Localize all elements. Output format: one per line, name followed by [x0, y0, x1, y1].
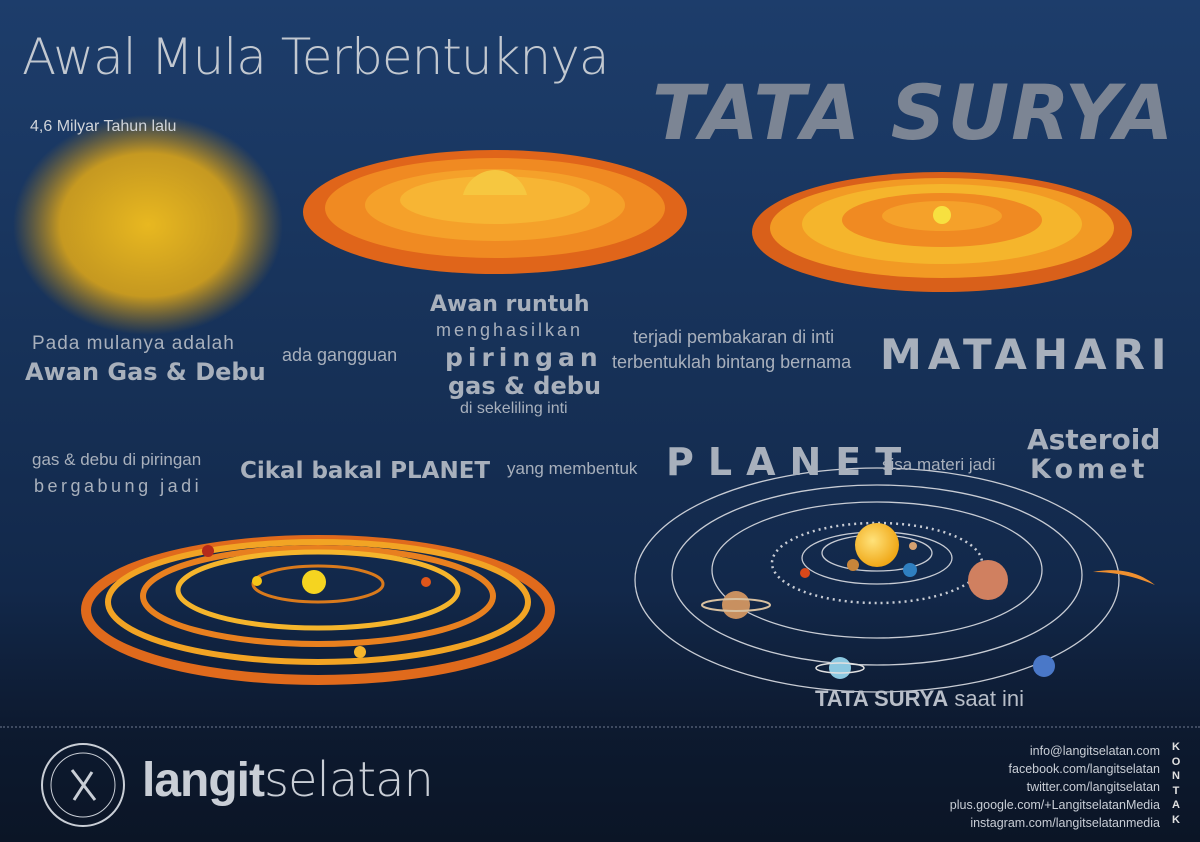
step3-gas-debu: gas & debu [448, 372, 602, 400]
step7-text: yang membentuk [507, 459, 638, 478]
step2-text: ada gangguan [282, 345, 398, 365]
contact-instagram[interactable]: instagram.com/langitselatanmedia [970, 816, 1160, 830]
step4-text2: terbentuklah bintang bernama [612, 352, 852, 372]
step3-piringan: piringan [445, 343, 603, 372]
protostar-disk [752, 172, 1132, 292]
step1-emphasis: Awan Gas & Debu [25, 358, 266, 386]
step6-text: Cikal bakal PLANET [240, 458, 491, 484]
step4-text1: terjadi pembakaran di inti [633, 327, 835, 347]
final-caption-bold: TATA SURYA [815, 686, 949, 711]
step8-komet: Komet [1030, 454, 1149, 485]
planetesimal-disk [81, 535, 555, 685]
step3-heading: Awan runtuh [430, 292, 590, 317]
comet-icon [1093, 570, 1155, 585]
final-caption: TATA SURYA saat ini [815, 686, 1024, 712]
contact-googleplus[interactable]: plus.google.com/+LangitselatanMedia [949, 798, 1160, 812]
step4-matahari: MATAHARI [880, 330, 1173, 379]
step8-asteroid: Asteroid [1027, 423, 1161, 456]
step7-planet: PLANET [666, 440, 916, 484]
step1-text: Pada mulanya adalah [32, 333, 235, 354]
collapsing-disk [303, 150, 687, 274]
step3-text: menghasilkan [436, 320, 584, 340]
contact-email[interactable]: info@langitselatan.com [1029, 744, 1160, 758]
kontak-label: KONTAK [1171, 741, 1181, 826]
contact-facebook[interactable]: facebook.com/langitselatan [1008, 762, 1160, 776]
brand-bold: langit [142, 754, 265, 807]
contact-twitter[interactable]: twitter.com/langitselatan [1026, 780, 1160, 794]
step5-text1: gas & debu di piringan [32, 450, 202, 469]
brand-light: selatan [264, 752, 434, 808]
page-title-emphasis: TATA SURYA [652, 68, 1176, 157]
solar-system [634, 467, 1155, 693]
contact-list: info@langitselatan.com facebook.com/lang… [950, 742, 1160, 832]
subtitle: 4,6 Milyar Tahun lalu [30, 118, 177, 135]
step3-sub: di sekeliling inti [460, 400, 568, 417]
brand-logo: langitselatan [142, 752, 434, 808]
seal-logo [41, 743, 125, 827]
gas-dust-cloud [13, 115, 283, 335]
footer-divider [0, 726, 1200, 728]
step8-text: sisa materi jadi [882, 455, 996, 474]
step5-text2: bergabung jadi [34, 476, 203, 496]
page-title: Awal Mula Terbentuknya [22, 28, 609, 86]
final-caption-rest: saat ini [948, 686, 1025, 711]
